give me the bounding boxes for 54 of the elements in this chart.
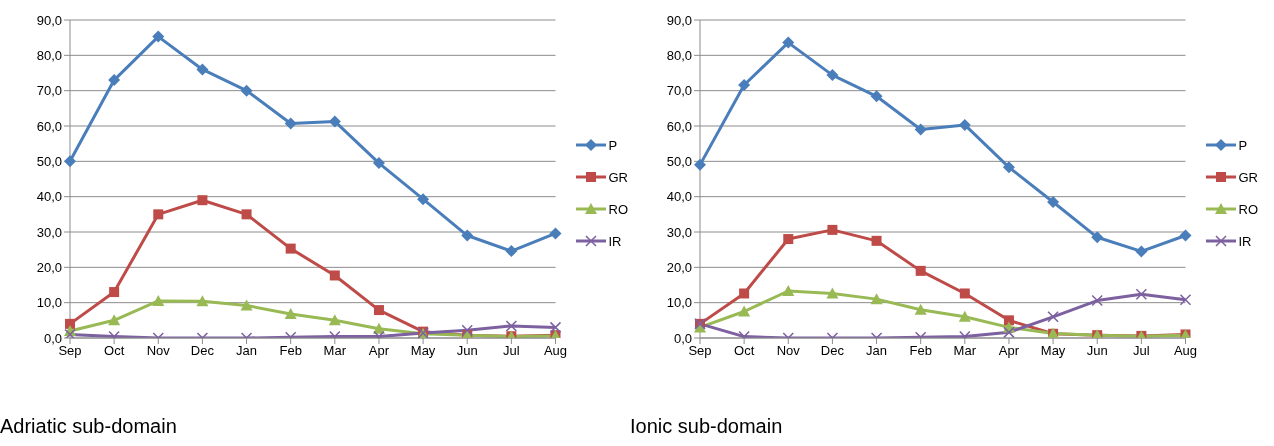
x-tick-label: May [1040, 343, 1066, 359]
y-tick-label: 0,0 [673, 330, 692, 346]
x-tick-label: Apr [368, 343, 390, 359]
y-tick-label: 50,0 [36, 153, 62, 169]
legend-label: GR [608, 169, 628, 185]
x-tick-label: Feb [279, 343, 302, 359]
y-tick-label: 40,0 [36, 189, 62, 205]
legend-label: GR [1238, 169, 1258, 185]
y-tick-label: 10,0 [36, 295, 62, 311]
x-tick-label: Feb [909, 343, 932, 359]
x-tick-label: Jan [866, 343, 888, 359]
x-tick-label: Mar [953, 343, 977, 359]
y-tick-label: 70,0 [666, 83, 692, 99]
x-tick-label: Apr [998, 343, 1020, 359]
legend-label: IR [1238, 233, 1252, 249]
y-tick-label: 20,0 [36, 259, 62, 275]
x-tick-label: Jul [1133, 343, 1150, 359]
y-tick-label: 70,0 [36, 83, 62, 99]
x-tick-label: May [410, 343, 436, 359]
x-tick-label: Aug [1173, 343, 1198, 359]
x-tick-label: Dec [190, 343, 215, 359]
x-tick-label: Jun [1086, 343, 1108, 359]
x-tick-label: Aug [543, 343, 568, 359]
legend-label: RO [1238, 201, 1258, 217]
y-tick-label: 40,0 [666, 189, 692, 205]
y-tick-label: 60,0 [36, 118, 62, 134]
x-tick-label: Nov [776, 343, 801, 359]
x-tick-label: Oct [104, 343, 125, 359]
x-tick-label: Sep [688, 343, 712, 359]
y-tick-label: 10,0 [666, 295, 692, 311]
y-tick-label: 30,0 [666, 224, 692, 240]
x-tick-label: Sep [58, 343, 82, 359]
y-tick-label: 80,0 [36, 47, 62, 63]
x-tick-label: Jan [236, 343, 258, 359]
text: Adriatic sub-domain [0, 415, 177, 438]
x-tick-label: Nov [146, 343, 171, 359]
x-tick-label: Dec [820, 343, 845, 359]
legend-label: IR [608, 233, 622, 249]
y-tick-label: 90,0 [666, 12, 692, 28]
x-tick-label: Jun [456, 343, 478, 359]
y-tick-label: 20,0 [666, 259, 692, 275]
y-tick-label: 80,0 [666, 47, 692, 63]
y-tick-label: 30,0 [36, 224, 62, 240]
legend-label: P [608, 137, 618, 153]
x-tick-label: Oct [734, 343, 755, 359]
y-tick-label: 90,0 [36, 12, 62, 28]
y-tick-label: 60,0 [666, 118, 692, 134]
x-tick-label: Jul [503, 343, 520, 359]
legend-label: P [1238, 137, 1248, 153]
y-tick-label: 0,0 [43, 330, 62, 346]
y-tick-label: 50,0 [666, 153, 692, 169]
legend-label: RO [608, 201, 628, 217]
x-tick-label: Mar [323, 343, 347, 359]
text: Ionic sub-domain [630, 415, 783, 438]
